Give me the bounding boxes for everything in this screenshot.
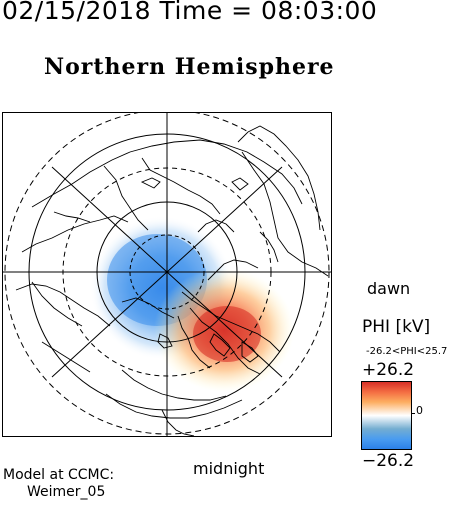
colorbar-range: -26.2<PHI<25.7: [366, 346, 448, 357]
map-border: [2, 112, 332, 437]
polar-map: [2, 112, 332, 437]
dawn-label: dawn: [367, 279, 411, 298]
colorbar-min-label: −26.2: [362, 451, 415, 471]
colorbar: [361, 381, 412, 450]
page-title: Northern Hemisphere: [44, 54, 335, 80]
timestamp: 02/15/2018 Time = 08:03:00: [2, 0, 378, 25]
colorbar-title: PHI [kV]: [362, 317, 431, 337]
model-name: Weimer_05: [27, 484, 106, 500]
coastlines: [15, 125, 329, 437]
meridian-line-diagonal-b: [51, 166, 283, 378]
colorbar-zero-tick: [411, 413, 415, 414]
colorbar-max-label: +26.2: [362, 360, 415, 380]
midnight-label: midnight: [193, 459, 265, 478]
model-label: Model at CCMC:: [3, 467, 115, 483]
colorbar-zero-label: 0: [416, 404, 423, 417]
positive-potential-core: [193, 306, 261, 362]
